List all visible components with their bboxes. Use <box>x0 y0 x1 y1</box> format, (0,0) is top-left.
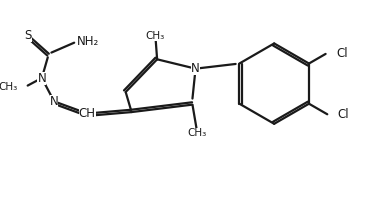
Text: N: N <box>50 95 58 108</box>
Text: Cl: Cl <box>336 47 348 60</box>
Text: NH₂: NH₂ <box>77 35 99 48</box>
Text: N: N <box>191 62 200 75</box>
Text: CH₃: CH₃ <box>0 82 17 92</box>
Text: CH: CH <box>79 107 96 120</box>
Text: N: N <box>38 71 46 85</box>
Text: S: S <box>24 28 32 42</box>
Text: Cl: Cl <box>338 108 349 121</box>
Text: CH₃: CH₃ <box>146 31 165 41</box>
Text: CH₃: CH₃ <box>188 128 207 138</box>
